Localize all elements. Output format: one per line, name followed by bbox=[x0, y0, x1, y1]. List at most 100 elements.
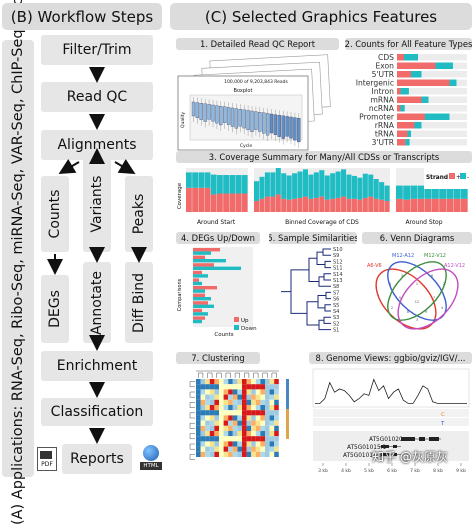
stop-red-bar bbox=[417, 198, 425, 212]
heatmap-cell bbox=[255, 384, 261, 390]
sample-label: S11 bbox=[333, 266, 343, 272]
heatmap-cell bbox=[274, 420, 279, 426]
heatmap-cell bbox=[205, 451, 210, 457]
heatmap-cell bbox=[219, 399, 224, 405]
sample-label: S13 bbox=[333, 278, 343, 284]
feature-bar-red bbox=[397, 62, 436, 69]
heatmap-cell bbox=[242, 420, 247, 426]
deg-up-bar bbox=[193, 263, 214, 267]
mid-teal-bar bbox=[259, 176, 265, 199]
stop-teal-bar bbox=[403, 185, 410, 200]
deg-down-bar bbox=[193, 251, 211, 255]
feature-label: 3'UTR bbox=[372, 138, 395, 147]
heatmap-cell bbox=[242, 451, 247, 457]
deg-down-bar bbox=[193, 289, 205, 293]
heatmap-cell bbox=[269, 441, 275, 447]
reads-count-label: 100,000 of 9,203,843 Reads bbox=[224, 79, 288, 85]
heatmap-cell bbox=[228, 441, 233, 447]
step-counts: Counts bbox=[41, 176, 69, 252]
venn-label-a6-v6: A6-V6 bbox=[367, 263, 382, 269]
heatmap-cell bbox=[196, 394, 201, 400]
heatmap-cell bbox=[214, 451, 219, 457]
heatmap-cell bbox=[228, 425, 233, 431]
heatmap-cell bbox=[223, 405, 229, 411]
heatmap-cell bbox=[251, 441, 256, 447]
heatmap-cell bbox=[219, 425, 224, 431]
start-red-bar bbox=[241, 193, 248, 212]
heatmap-cell bbox=[232, 394, 238, 400]
heatmap-cell bbox=[237, 410, 242, 416]
genome-axis-tick: 6 kb bbox=[387, 468, 397, 474]
heatmap-cell bbox=[274, 389, 279, 395]
heatmap-cell bbox=[237, 384, 242, 390]
heatmap-cell bbox=[209, 384, 215, 390]
heatmap-cell bbox=[237, 431, 242, 437]
panel4-title: 4. DEGs Up/Down bbox=[176, 232, 260, 244]
step-diff-bind: Diff Bind bbox=[125, 262, 153, 343]
heatmap-cell bbox=[228, 410, 233, 416]
heatmap-cell bbox=[274, 399, 279, 405]
heatmap-cell bbox=[232, 436, 238, 442]
svg-text:2: 2 bbox=[443, 282, 445, 286]
feature-bar-teal bbox=[404, 54, 418, 61]
mid-red-bar bbox=[335, 197, 341, 212]
heatmap-cell bbox=[200, 441, 206, 447]
step-degs: DEGs bbox=[41, 275, 69, 343]
heatmap-cell bbox=[251, 431, 256, 437]
step-annotate: Annotate bbox=[83, 262, 111, 343]
heatmap-cell bbox=[260, 425, 265, 431]
heatmap-cell bbox=[196, 436, 201, 442]
sample-label: S9 bbox=[333, 253, 339, 259]
track-c-label: C bbox=[441, 412, 445, 418]
mid-teal-bar bbox=[324, 175, 330, 200]
heatmap-cell bbox=[269, 384, 275, 390]
strand-plus: + bbox=[456, 174, 461, 181]
heatmap-cell bbox=[200, 410, 206, 416]
heatmap-cell bbox=[232, 399, 238, 405]
heatmap-cell bbox=[200, 420, 206, 426]
mid-red-bar bbox=[373, 198, 379, 212]
start-teal-bar bbox=[192, 172, 198, 188]
deg-down-bar bbox=[193, 281, 202, 286]
svg-text:1: 1 bbox=[416, 282, 418, 286]
start-teal-bar bbox=[241, 175, 248, 194]
mid-red-bar bbox=[297, 197, 303, 212]
heatmap-cell bbox=[265, 399, 270, 405]
feature-bar-teal bbox=[405, 139, 410, 146]
heatmap-cell bbox=[205, 425, 210, 431]
heatmap-cell bbox=[246, 384, 252, 390]
start-teal-bar bbox=[217, 175, 223, 194]
deg-up-bar bbox=[193, 286, 217, 290]
heatmap-cell bbox=[242, 431, 247, 437]
feature-label: tRNA bbox=[375, 129, 395, 138]
heatmap-cell bbox=[232, 451, 238, 457]
svg-text:3: 3 bbox=[416, 318, 418, 322]
heatmap-cell bbox=[260, 436, 265, 442]
strand-legend-title: Strand bbox=[426, 175, 448, 181]
heatmap-cell bbox=[246, 441, 252, 447]
feature-label: rRNA bbox=[375, 121, 395, 130]
binned-coverage-label: Binned Coverage of CDS bbox=[285, 219, 359, 226]
heatmap-cell bbox=[228, 420, 233, 426]
degs-ylabel: Comparisons bbox=[177, 278, 183, 311]
heatmap-cell bbox=[265, 394, 270, 400]
feature-label: mRNA bbox=[370, 95, 394, 104]
heatmap-cell bbox=[200, 405, 206, 411]
deg-down-bar bbox=[193, 312, 208, 316]
heatmap-cell bbox=[205, 436, 210, 442]
heatmap-cell bbox=[219, 420, 224, 426]
heatmap-cell bbox=[269, 410, 275, 416]
deg-up-bar bbox=[193, 255, 205, 259]
feature-bar-red bbox=[397, 96, 422, 103]
heatmap-cell bbox=[237, 446, 242, 452]
venn-label-a12-v12: A12-V12 bbox=[444, 263, 465, 269]
heatmap-cell bbox=[269, 420, 275, 426]
mid-red-bar bbox=[281, 198, 287, 212]
heatmap-cell bbox=[255, 431, 261, 437]
heatmap-cell bbox=[237, 441, 242, 447]
heatmap-cell bbox=[274, 410, 279, 416]
deg-up-bar bbox=[193, 270, 202, 275]
heatmap-cell bbox=[260, 415, 265, 421]
heatmap-cell bbox=[223, 425, 229, 431]
heatmap-cell bbox=[205, 441, 210, 447]
